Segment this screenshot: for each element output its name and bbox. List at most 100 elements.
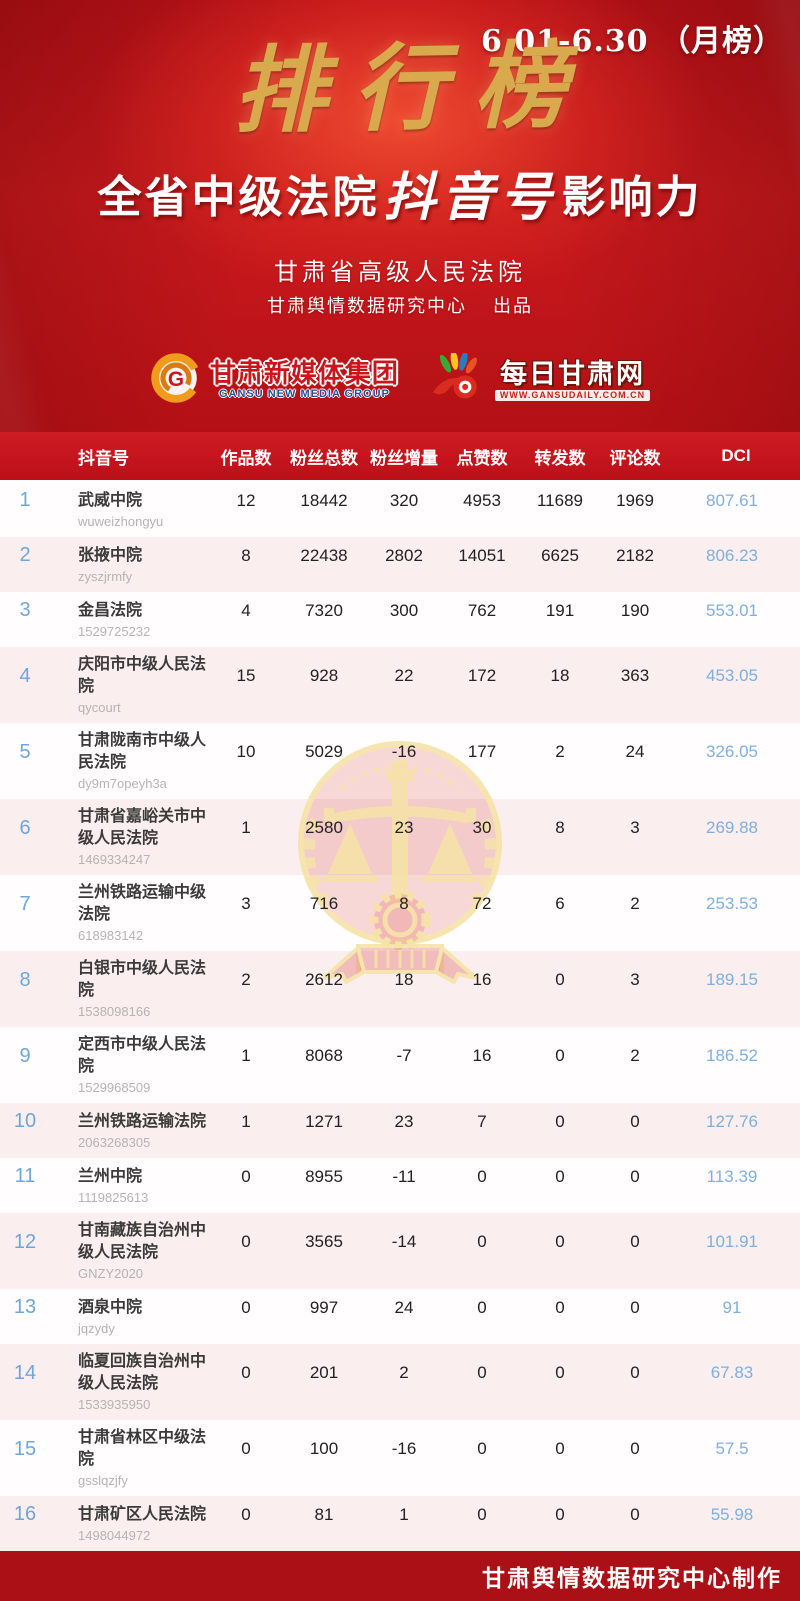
works-cell: 0 [241,1166,251,1186]
main-title-suffix: 影响力 [561,173,703,222]
fans-change-cell: -16 [391,742,417,761]
account-id: 1529725232 [78,624,151,639]
rank-cell: 2 [19,544,31,566]
shares-cell: 6 [555,894,565,913]
court-name: 金昌法院 [78,601,143,619]
fans-change-cell: 24 [394,1297,414,1317]
account-id: 618983142 [78,928,144,943]
works-cell: 4 [241,600,251,620]
rank-cell: 6 [19,816,31,839]
table-row: 12 甘南藏族自治州中级人民法院 GNZY2020 0 3565 -14 0 0… [0,1213,800,1289]
shares-cell: 6625 [541,545,579,565]
likes-cell: 16 [472,1046,492,1065]
fans-cell: 18442 [300,490,348,510]
footer-credit-bar: 甘肃舆情数据研究中心制作 [0,1551,800,1601]
dci-cell: 189.15 [706,970,758,989]
dci-cell: 91 [722,1297,742,1317]
fans-cell: 8068 [305,1046,343,1065]
fans-change-cell: 18 [394,970,414,989]
court-name: 兰州中院 [78,1167,143,1185]
likes-cell: 0 [477,1363,487,1382]
shares-cell: 0 [555,1046,565,1065]
works-cell: 1 [241,1046,251,1065]
shares-cell: 2 [555,742,565,761]
fans-cell: 2612 [305,970,343,989]
fans-cell: 7320 [305,600,343,620]
works-cell: 15 [236,666,256,685]
dci-cell: 67.83 [710,1363,754,1382]
fans-cell: 928 [309,666,339,685]
likes-cell: 0 [477,1504,487,1524]
table-row: 6 甘肃省嘉峪关市中级人民法院 1469334247 1 2580 23 30 … [0,799,800,875]
shares-cell: 0 [555,1232,565,1251]
rank-cell: 15 [13,1437,37,1460]
works-cell: 0 [241,1232,251,1251]
fans-change-cell: 23 [394,818,414,837]
header-douyin-account: 抖音号 [78,448,129,468]
rank-cell: 5 [19,740,31,763]
comments-cell: 0 [630,1111,640,1131]
shares-cell: 0 [555,1297,565,1317]
main-title-prefix: 全省中级法院 [97,173,380,222]
dci-cell: 55.98 [710,1504,754,1524]
daily-gansu-logo: 每日甘肃网 WWW.GANSUDAILY.COM.CN [429,350,651,408]
dci-cell: 113.39 [706,1166,758,1186]
account-id: gsslqzjfy [78,1473,128,1488]
g-ring-icon: G [150,352,202,409]
dci-cell: 101.91 [706,1232,758,1251]
comments-cell: 0 [630,1297,640,1317]
rank-cell: 1 [19,489,31,511]
court-name: 张掖中院 [78,546,143,564]
gansu-new-media-logo: G 甘肃新媒体集团 GANSU NEW MEDIA GROUP [150,352,399,409]
rank-cell: 14 [13,1361,37,1384]
account-id: dy9m7opeyh3a [78,776,167,791]
likes-cell: 14051 [458,545,506,565]
likes-cell: 0 [477,1297,487,1317]
fans-cell: 997 [309,1297,339,1317]
works-cell: 0 [241,1297,251,1317]
table-row: 11 兰州中院 1119825613 0 8955 -11 0 0 0 113.… [0,1158,800,1213]
comments-cell: 0 [630,1166,640,1186]
comments-cell: 24 [625,742,645,761]
dci-cell: 807.61 [706,490,758,510]
table-row: 14 临夏回族自治州中级人民法院 1533935950 0 201 2 0 0 … [0,1344,800,1420]
account-id: qycourt [78,700,121,715]
rank-cell: 4 [19,664,31,687]
works-cell: 1 [241,818,251,837]
table-row: 10 兰州铁路运输法院 2063268305 1 1271 23 7 0 0 1… [0,1103,800,1158]
dci-cell: 553.01 [706,600,758,620]
producer-line: 甘肃舆情数据研究中心 出品 [0,292,800,318]
table-row: 15 甘肃省林区中级法院 gsslqzjfy 0 100 -16 0 0 0 5… [0,1420,800,1496]
works-cell: 1 [241,1111,251,1131]
bird-icon [429,350,487,408]
court-name: 庆阳市中级人民法院 [78,656,207,695]
header-works: 作品数 [220,448,272,468]
table-row: 16 甘肃矿区人民法院 1498044972 0 81 1 0 0 0 55.9… [0,1496,800,1551]
fans-cell: 8955 [305,1166,343,1186]
table-row: 1 武威中院 wuweizhongyu 12 18442 320 4953 11… [0,482,800,537]
header-total-fans: 粉丝总数 [290,448,358,468]
shares-cell: 11689 [536,490,583,510]
fans-change-cell: 1 [399,1504,409,1524]
fans-change-cell: 2802 [385,545,423,565]
comments-cell: 2182 [616,545,654,565]
court-name: 甘肃省嘉峪关市中级人民法院 [78,808,207,847]
table-row: 9 定西市中级人民法院 1529968509 1 8068 -7 16 0 2 … [0,1027,800,1103]
fans-cell: 5029 [305,742,343,761]
dci-cell: 269.88 [706,818,758,837]
table-row: 7 兰州铁路运输中级法院 618983142 3 716 8 72 6 2 25… [0,875,800,951]
comments-cell: 0 [630,1232,640,1251]
court-name: 临夏回族自治州中级人民法院 [78,1353,207,1392]
likes-cell: 72 [472,894,492,913]
table-row: 8 白银市中级人民法院 1538098166 2 2612 18 16 0 3 … [0,951,800,1027]
comments-cell: 363 [620,666,650,685]
footer-credit: 甘肃舆情数据研究中心制作 [482,1565,782,1591]
rank-cell: 7 [19,892,31,915]
court-name: 白银市中级人民法院 [78,960,207,999]
dci-cell: 453.05 [706,666,758,685]
comments-cell: 0 [630,1504,640,1524]
rank-cell: 13 [13,1296,37,1318]
fans-cell: 3565 [305,1232,343,1251]
fans-change-cell: 2 [399,1363,409,1382]
comments-cell: 3 [630,818,640,837]
